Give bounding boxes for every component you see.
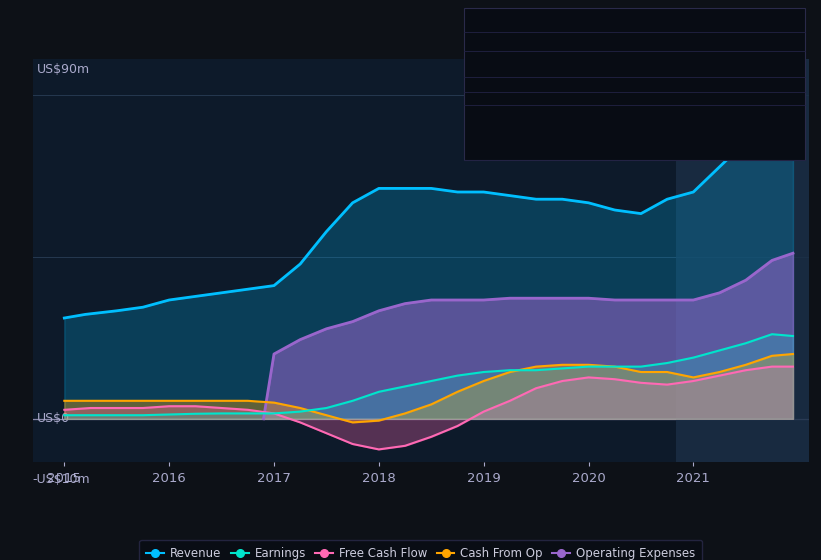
Text: Cash From Op: Cash From Op (475, 90, 557, 104)
Bar (676, 59, 809, 462)
Text: US$85.175m /yr: US$85.175m /yr (653, 36, 748, 50)
Text: US$0: US$0 (37, 412, 70, 425)
Legend: Revenue, Earnings, Free Cash Flow, Cash From Op, Operating Expenses: Revenue, Earnings, Free Cash Flow, Cash … (140, 540, 702, 560)
Text: Operating Expenses: Operating Expenses (475, 104, 594, 117)
Text: US$22.492m /yr: US$22.492m /yr (653, 51, 749, 64)
Text: No data: No data (653, 77, 699, 91)
Text: No data: No data (653, 90, 699, 104)
Text: -US$10m: -US$10m (33, 473, 90, 486)
Text: Sep 30 2021: Sep 30 2021 (475, 17, 567, 31)
Text: Earnings: Earnings (475, 51, 526, 64)
Text: US$44.603m /yr: US$44.603m /yr (653, 104, 748, 117)
Text: Revenue: Revenue (475, 36, 526, 50)
Text: US$90m: US$90m (37, 63, 89, 76)
Text: 26.4% profit margin: 26.4% profit margin (653, 62, 786, 76)
Text: Free Cash Flow: Free Cash Flow (475, 77, 563, 91)
